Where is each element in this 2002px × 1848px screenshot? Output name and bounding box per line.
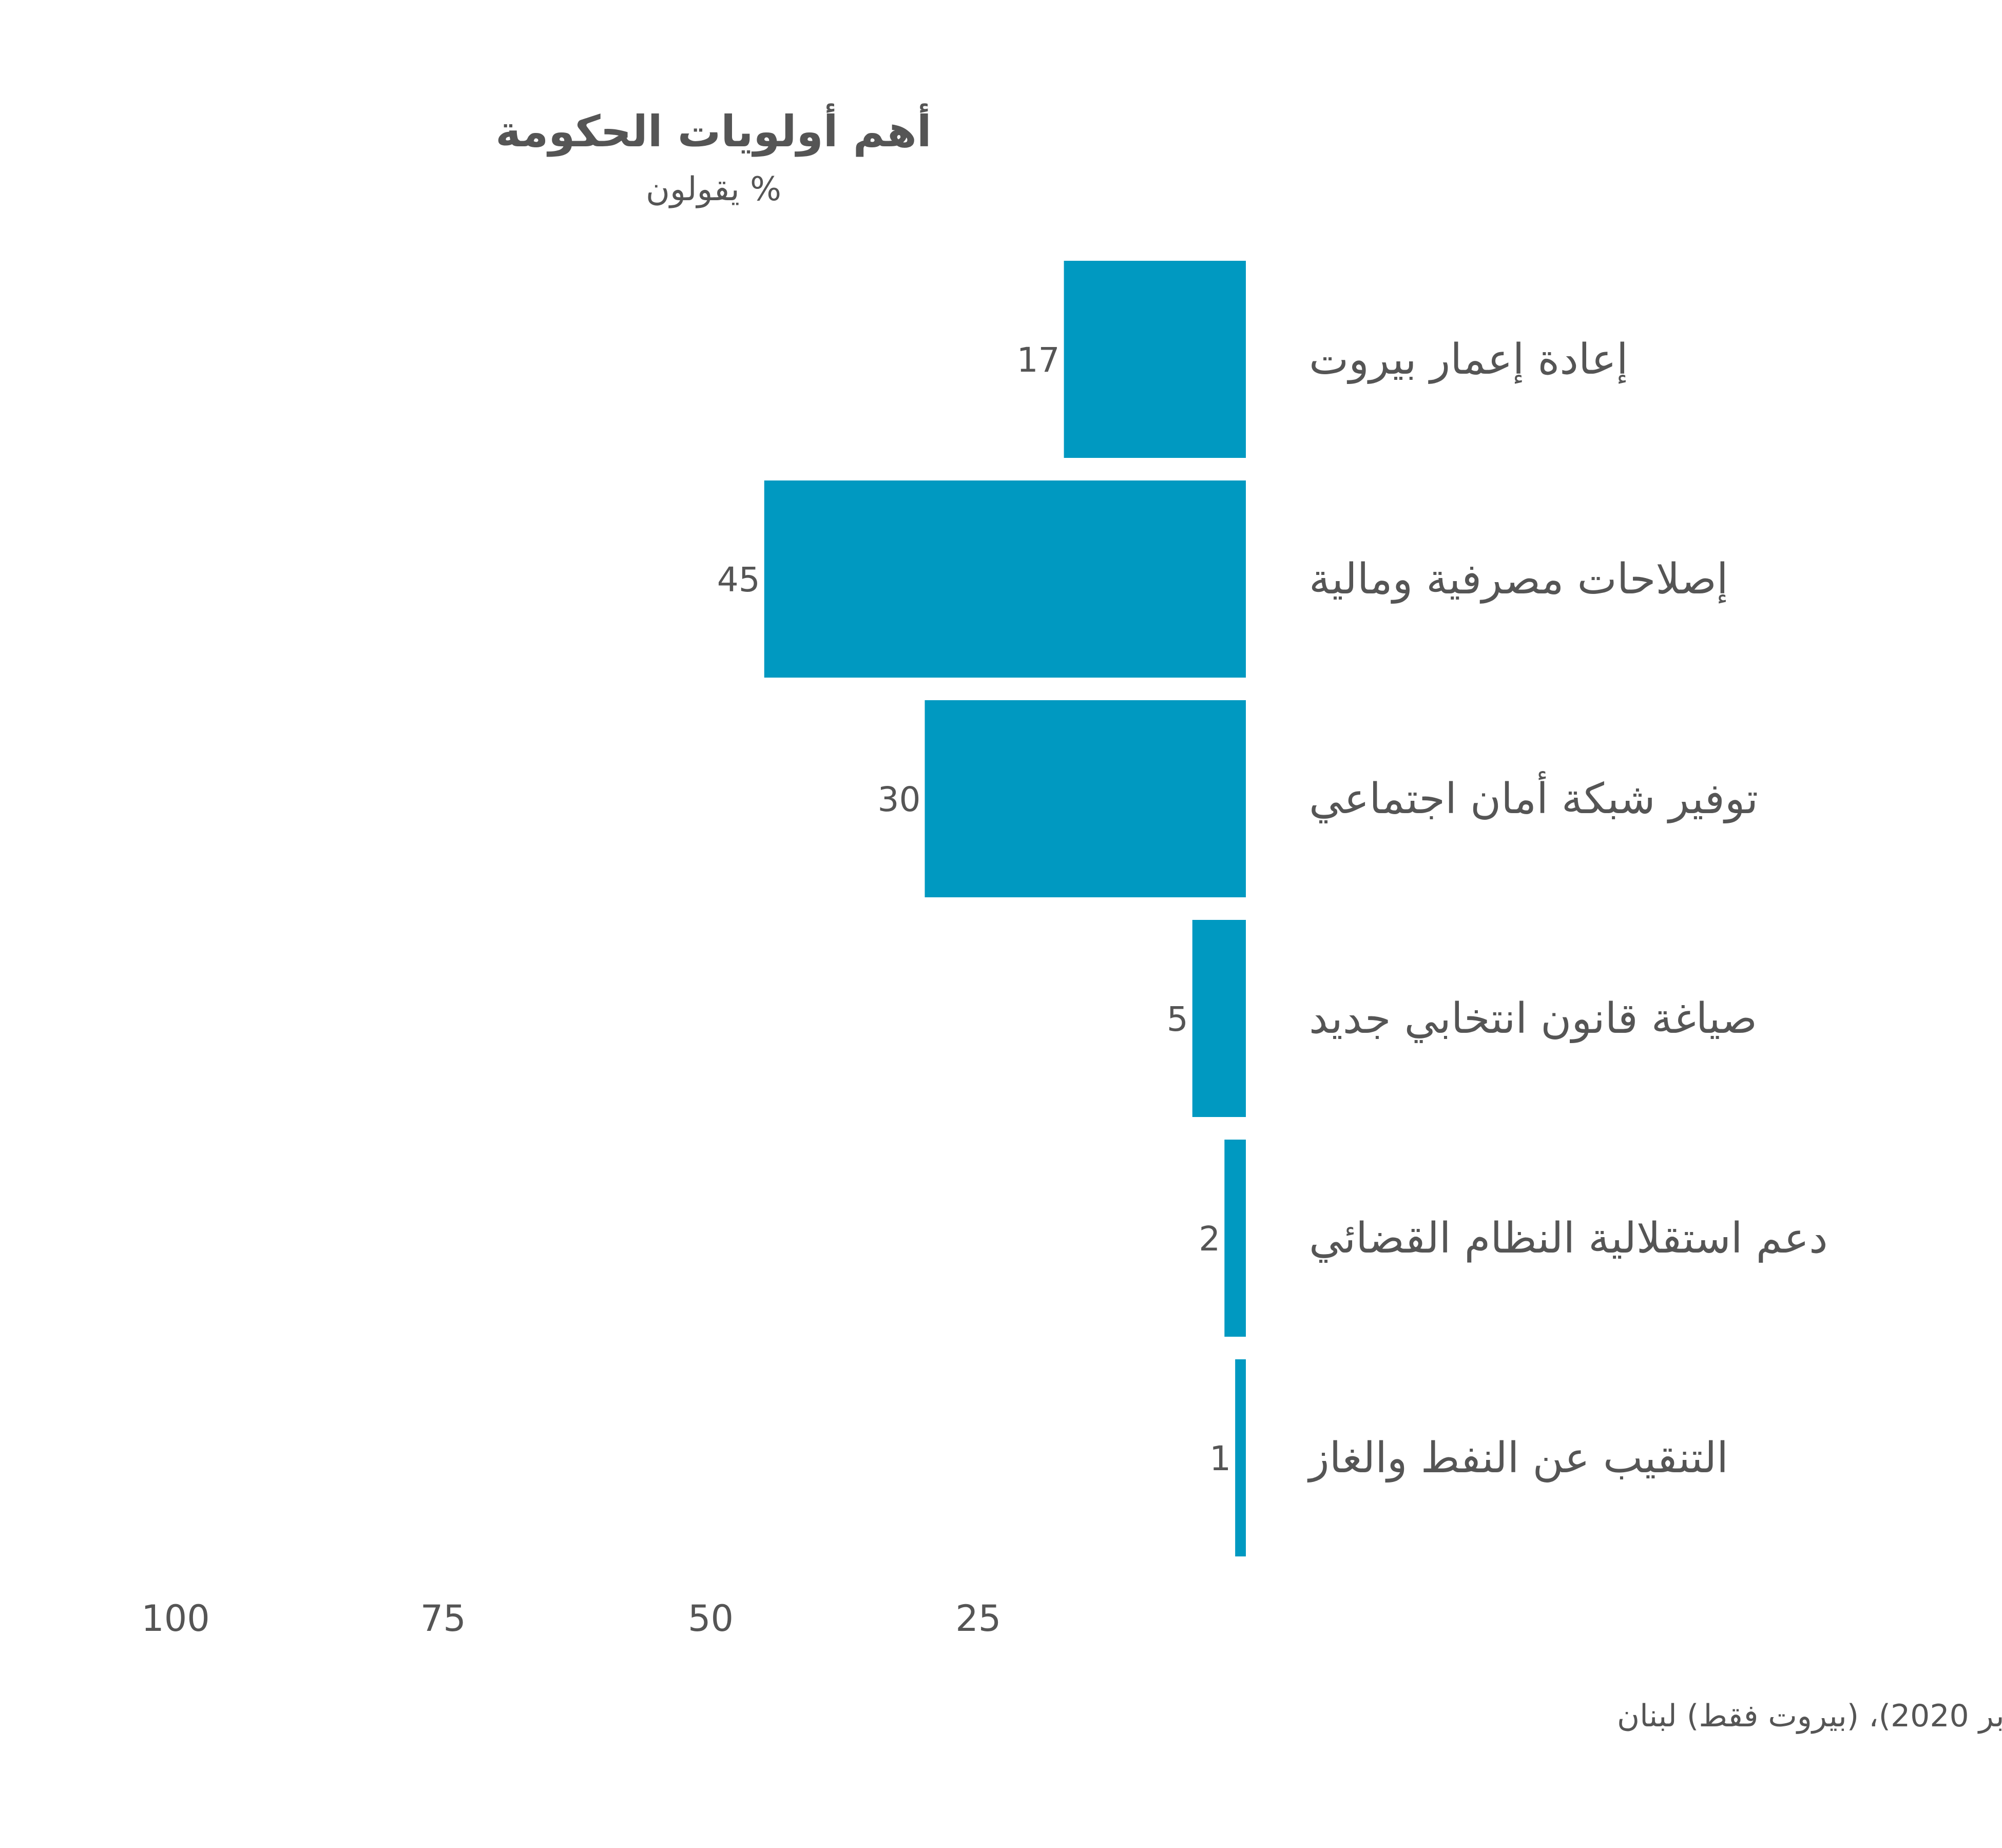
x-tick-label-2: 75 [420, 1597, 466, 1640]
value-labels-group: 17 45 30 5 2 1 [717, 340, 1231, 1478]
x-axis-ticks: 100 75 50 25 [141, 1597, 1001, 1640]
bars-group [764, 261, 1246, 1556]
value-label-6: 1 [1209, 1439, 1231, 1478]
category-label-1: إعادة إعمار بيروت [1309, 335, 1628, 384]
bar-6 [1235, 1359, 1246, 1556]
category-label-5: دعم استقلالية النظام القضائي [1309, 1214, 1828, 1263]
chart-subtitle: % يقولون [646, 170, 781, 208]
x-tick-label-3: 50 [688, 1597, 734, 1640]
bar-3 [925, 700, 1246, 897]
bar-5 [1224, 1140, 1246, 1337]
category-label-4: صياغة قانون انتخابي جديد [1309, 994, 1757, 1043]
bar-2 [764, 480, 1246, 678]
bar-4 [1192, 920, 1246, 1117]
value-label-3: 30 [878, 780, 921, 819]
category-labels-group: إعادة إعمار بيروت إصلاحات مصرفية ومالية تو… [1307, 335, 1828, 1483]
source-note: الباروميتر العربي، الدورة السادسة - الجز… [1617, 1696, 2002, 1734]
bar-1 [1064, 261, 1246, 458]
value-label-4: 5 [1167, 999, 1188, 1039]
x-tick-label-4: 25 [955, 1597, 1001, 1640]
category-label-3: توفير شبكة أمان اجتماعي [1309, 771, 1758, 823]
value-label-5: 2 [1199, 1219, 1220, 1259]
chart-title: أهم أولويات الحكومة [495, 103, 931, 157]
category-label-6: التنقيب عن النفط والغاز [1307, 1434, 1728, 1483]
value-label-1: 17 [1017, 340, 1060, 380]
x-tick-label-1: 100 [141, 1597, 210, 1640]
value-label-2: 45 [717, 560, 760, 600]
category-label-2: إصلاحات مصرفية ومالية [1309, 555, 1728, 604]
